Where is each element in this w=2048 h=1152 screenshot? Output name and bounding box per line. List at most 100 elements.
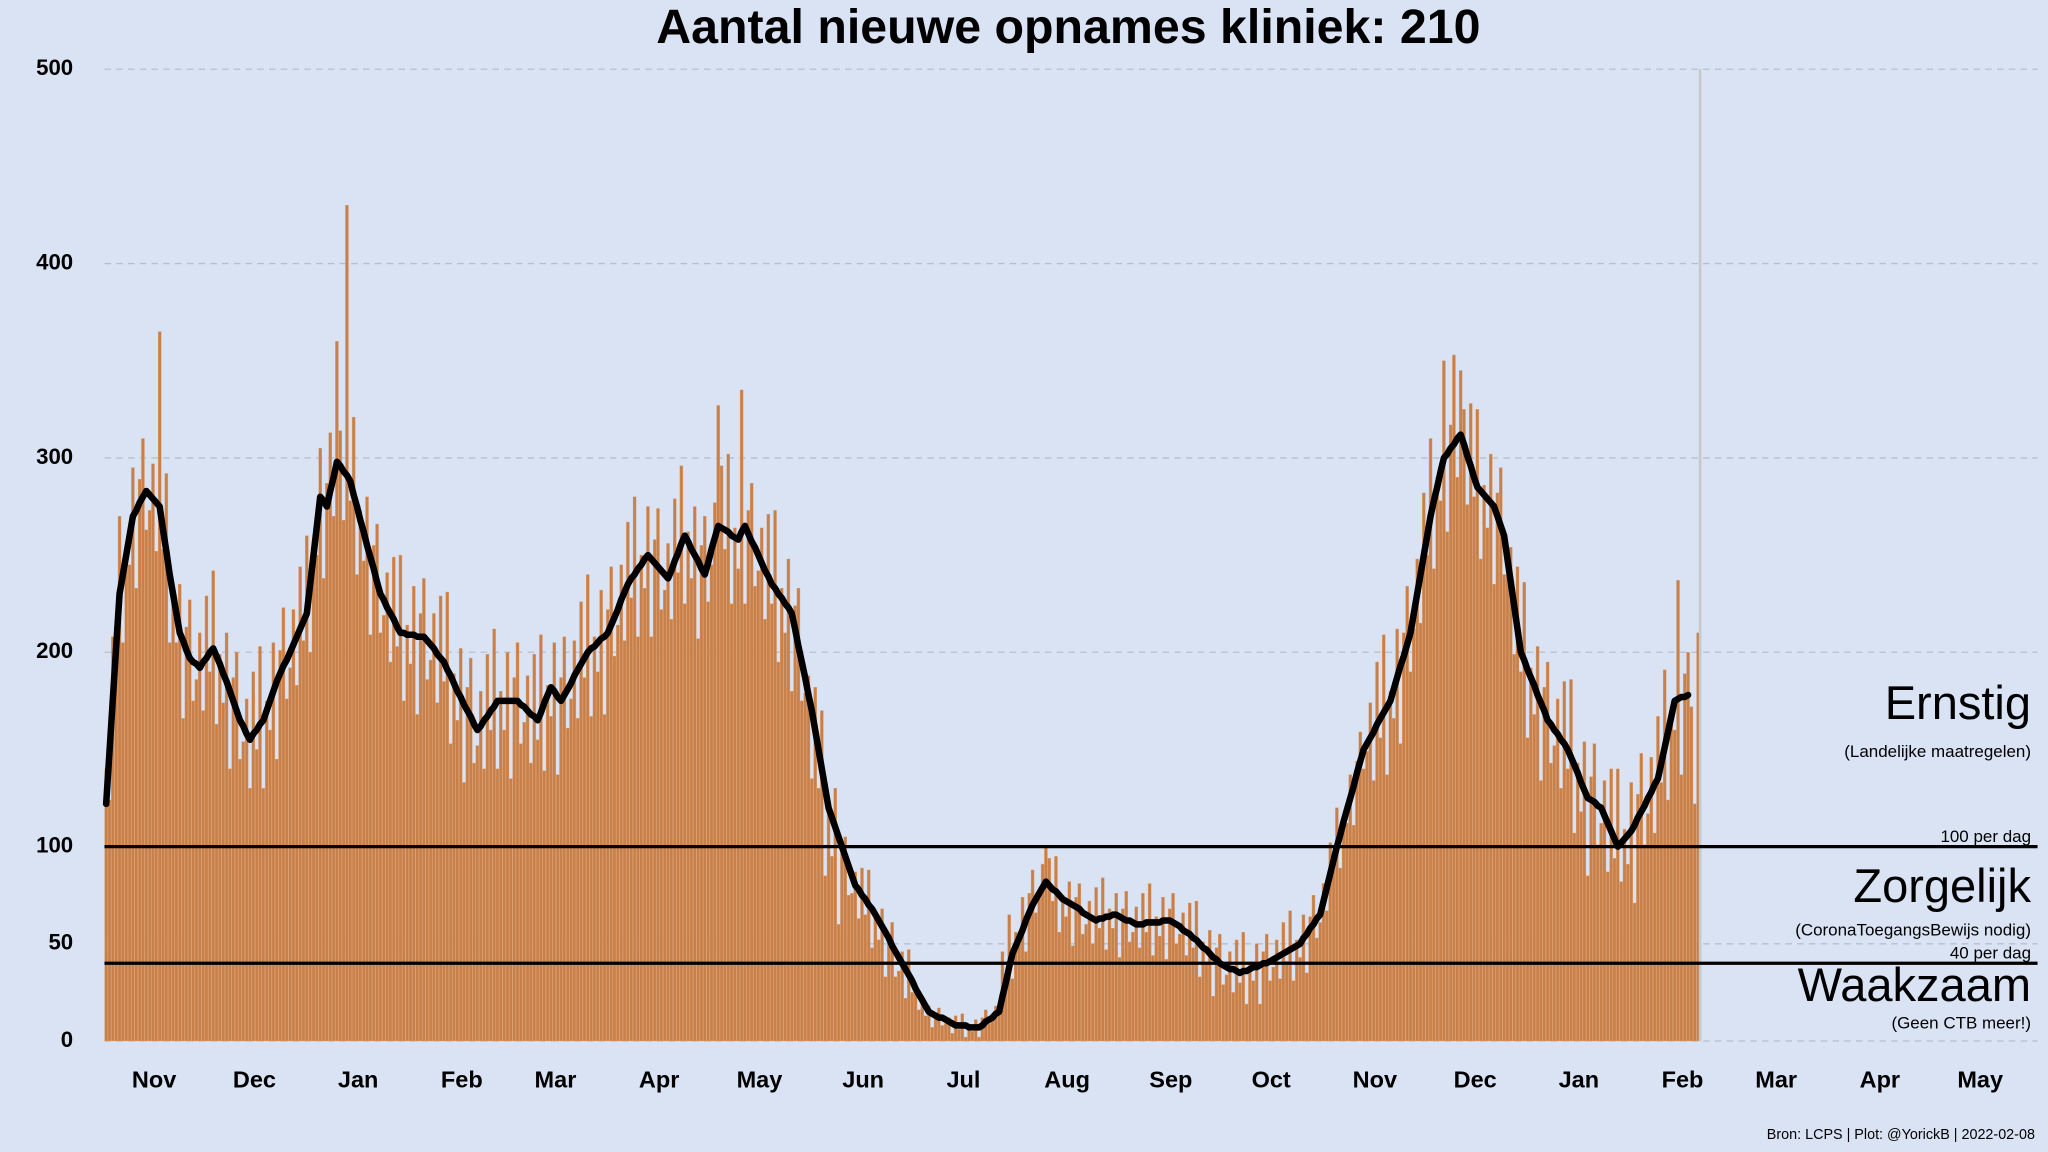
bar bbox=[1575, 762, 1580, 1042]
bar bbox=[114, 665, 118, 1042]
bar bbox=[428, 659, 433, 1042]
bar bbox=[438, 595, 443, 1042]
bar bbox=[157, 331, 162, 1042]
bar bbox=[1452, 354, 1456, 1042]
bar bbox=[231, 677, 235, 1042]
average-line bbox=[102, 431, 1692, 1031]
bar bbox=[683, 603, 687, 1042]
bar bbox=[472, 762, 476, 1042]
bar bbox=[790, 690, 794, 1042]
bar bbox=[321, 578, 326, 1042]
bar bbox=[1315, 937, 1319, 1042]
bar bbox=[1121, 908, 1125, 1042]
bar bbox=[733, 527, 737, 1042]
zone-label: Ernstig bbox=[1885, 676, 2031, 729]
bar bbox=[843, 836, 847, 1042]
bar bbox=[1371, 780, 1376, 1042]
bar bbox=[375, 523, 379, 1042]
bar bbox=[305, 535, 309, 1042]
bar bbox=[479, 690, 483, 1042]
bar bbox=[1064, 916, 1068, 1042]
bar bbox=[1572, 832, 1577, 1042]
bar bbox=[612, 655, 617, 1042]
bar bbox=[662, 589, 667, 1042]
bar bbox=[1636, 793, 1640, 1042]
bar bbox=[325, 482, 329, 1042]
bar bbox=[432, 613, 436, 1042]
bar bbox=[756, 570, 761, 1042]
bar bbox=[208, 671, 212, 1042]
bar bbox=[1532, 714, 1536, 1042]
bar bbox=[1348, 774, 1352, 1042]
bar bbox=[1221, 984, 1225, 1042]
bar bbox=[117, 516, 122, 1042]
bar bbox=[254, 749, 259, 1042]
bar bbox=[1455, 477, 1459, 1042]
bar bbox=[111, 636, 115, 1042]
bar bbox=[1151, 955, 1155, 1042]
bar bbox=[1274, 939, 1279, 1042]
x-tick-label: Nov bbox=[1353, 1067, 1397, 1093]
bar bbox=[1184, 955, 1189, 1042]
bar bbox=[937, 1007, 941, 1042]
bar bbox=[1244, 1003, 1249, 1042]
bar bbox=[900, 951, 904, 1042]
bar bbox=[1382, 634, 1386, 1042]
x-tick-label: Jan bbox=[1559, 1067, 1600, 1093]
bar bbox=[592, 636, 597, 1042]
bar bbox=[502, 729, 506, 1042]
bar bbox=[1335, 807, 1339, 1042]
bar bbox=[1468, 403, 1473, 1042]
bar bbox=[1204, 963, 1209, 1042]
bar bbox=[1465, 504, 1470, 1042]
bar bbox=[1619, 881, 1623, 1042]
bar bbox=[1171, 893, 1175, 1042]
bar bbox=[1669, 706, 1674, 1042]
bar bbox=[418, 613, 423, 1042]
bar bbox=[1375, 661, 1379, 1042]
bar bbox=[144, 529, 148, 1042]
bar bbox=[1422, 492, 1426, 1042]
bar bbox=[1479, 558, 1483, 1042]
bar bbox=[666, 543, 670, 1042]
bar bbox=[1298, 957, 1302, 1042]
bar bbox=[1331, 869, 1336, 1042]
bar bbox=[1301, 914, 1306, 1042]
bar bbox=[602, 714, 607, 1042]
bar bbox=[258, 646, 262, 1042]
bar bbox=[475, 745, 480, 1042]
bar bbox=[1345, 823, 1349, 1042]
bar bbox=[1134, 906, 1138, 1042]
bar bbox=[726, 453, 730, 1042]
bar bbox=[1137, 947, 1142, 1042]
bar bbox=[1458, 370, 1463, 1042]
x-tick-label: Mar bbox=[535, 1067, 577, 1093]
bar bbox=[870, 947, 874, 1042]
bar bbox=[1549, 762, 1553, 1042]
bar bbox=[489, 729, 493, 1042]
bar bbox=[555, 774, 560, 1042]
source: Bron: LCPS | Plot: @YorickB | 2022-02-08 bbox=[1767, 1127, 2035, 1143]
bar bbox=[780, 587, 784, 1042]
bar bbox=[1164, 959, 1169, 1042]
bar bbox=[1398, 743, 1403, 1042]
bar bbox=[368, 634, 373, 1042]
bar bbox=[469, 657, 473, 1042]
bar bbox=[1040, 863, 1045, 1042]
bar bbox=[1201, 941, 1205, 1042]
bar bbox=[1689, 706, 1694, 1042]
bar bbox=[408, 663, 413, 1042]
bar bbox=[659, 609, 664, 1042]
bar bbox=[1642, 844, 1647, 1042]
bar bbox=[649, 636, 653, 1042]
bar bbox=[753, 586, 757, 1042]
bar bbox=[1067, 881, 1072, 1042]
bar bbox=[1248, 963, 1252, 1042]
bar bbox=[796, 587, 801, 1042]
bar bbox=[492, 628, 496, 1042]
bar bbox=[1586, 875, 1590, 1042]
bar bbox=[636, 636, 640, 1042]
bar bbox=[395, 646, 399, 1042]
bar bbox=[151, 463, 155, 1042]
bar bbox=[535, 739, 540, 1042]
